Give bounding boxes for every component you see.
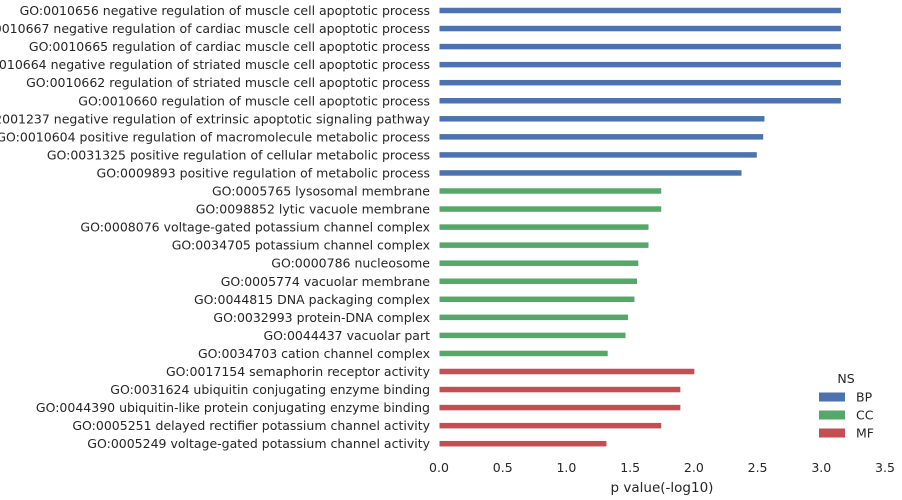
legend-title: NS bbox=[837, 371, 854, 386]
bar-cc bbox=[439, 188, 662, 194]
bar-bp bbox=[439, 98, 841, 104]
x-tick-label: 3.5 bbox=[875, 460, 895, 475]
category-label: GO:0032993 protein-DNA complex bbox=[213, 310, 430, 325]
bar-cc bbox=[439, 242, 649, 248]
category-label: GO:0010667 negative regulation of cardia… bbox=[0, 21, 430, 36]
category-label: GO:0005249 voltage-gated potassium chann… bbox=[87, 436, 430, 451]
x-axis-ticks: 0.0 0.5 1.0 1.5 2.0 2.5 3.0 3.5 bbox=[429, 460, 895, 475]
category-label: GO:0005251 delayed rectifier potassium c… bbox=[72, 418, 430, 433]
category-label: GO:0009893 positive regulation of metabo… bbox=[97, 165, 430, 180]
category-labels: GO:0010656 negative regulation of muscle… bbox=[0, 3, 431, 451]
bar-mf bbox=[439, 386, 681, 393]
bar-bp bbox=[439, 79, 841, 86]
bar-cc bbox=[439, 332, 626, 339]
category-label: GO:0010656 negative regulation of muscle… bbox=[20, 3, 430, 18]
bar-bp bbox=[439, 25, 841, 32]
category-label: GO:0098852 lytic vacuole membrane bbox=[196, 202, 431, 217]
x-tick-label: 1.0 bbox=[556, 460, 576, 475]
bar-mf bbox=[439, 440, 607, 447]
x-tick-label: 3.0 bbox=[811, 460, 831, 475]
category-label: GO:0034705 potassium channel complex bbox=[172, 238, 430, 253]
bar-cc bbox=[439, 314, 629, 321]
category-label: GO:0010662 regulation of striated muscle… bbox=[26, 75, 430, 90]
legend-label-mf: MF bbox=[856, 426, 874, 441]
legend-swatch-cc bbox=[819, 410, 845, 420]
bar-bp bbox=[439, 170, 742, 176]
bars-layer bbox=[439, 7, 841, 447]
category-label: GO:0010664 negative regulation of striat… bbox=[0, 57, 430, 72]
bar-cc bbox=[439, 296, 635, 303]
category-label: GO:0044815 DNA packaging complex bbox=[194, 292, 430, 307]
category-label: GO:0010604 positive regulation of macrom… bbox=[0, 129, 430, 144]
legend-entries: BP CC MF bbox=[819, 390, 874, 441]
x-axis-label: p value(-log10) bbox=[611, 480, 714, 496]
category-label: GO:0031325 positive regulation of cellul… bbox=[47, 147, 430, 162]
category-label: GO:0010660 regulation of muscle cell apo… bbox=[78, 93, 430, 108]
category-label: GO:0034703 cation channel complex bbox=[198, 346, 430, 361]
bar-mf bbox=[439, 404, 681, 411]
legend-label-bp: BP bbox=[856, 390, 873, 405]
bar-cc bbox=[439, 278, 638, 284]
category-label: GO:0000786 nucleosome bbox=[271, 256, 430, 271]
x-tick-label: 1.5 bbox=[620, 460, 640, 475]
bar-mf bbox=[439, 422, 662, 429]
bar-mf bbox=[439, 368, 695, 375]
bar-bp bbox=[439, 116, 765, 122]
bar-bp bbox=[439, 134, 764, 140]
bar-bp bbox=[439, 152, 757, 158]
bar-cc bbox=[439, 224, 649, 230]
legend-label-cc: CC bbox=[856, 408, 874, 423]
category-label: GO:0044437 vacuolar part bbox=[263, 328, 430, 343]
bar-bp bbox=[439, 7, 841, 14]
legend: NS BP CC MF bbox=[819, 371, 874, 441]
category-label: GO:0031624 ubiquitin conjugating enzyme … bbox=[110, 382, 430, 397]
category-label: GO:0005765 lysosomal membrane bbox=[212, 184, 430, 199]
bar-cc bbox=[439, 350, 608, 357]
category-label: GO:0005774 vacuolar membrane bbox=[221, 274, 431, 289]
x-tick-label: 0.5 bbox=[493, 460, 513, 475]
bar-cc bbox=[439, 260, 639, 266]
bar-bp bbox=[439, 61, 841, 68]
x-tick-label: 2.0 bbox=[684, 460, 704, 475]
category-label: GO:0017154 semaphorin receptor activity bbox=[166, 364, 431, 379]
category-label: GO:0044390 ubiquitin-like protein conjug… bbox=[36, 400, 430, 415]
legend-swatch-bp bbox=[819, 392, 845, 402]
category-label: GO:0010665 regulation of cardiac muscle … bbox=[29, 39, 430, 54]
category-label: GO:0008076 voltage-gated potassium chann… bbox=[80, 220, 430, 235]
x-tick-label: 0.0 bbox=[429, 460, 449, 475]
category-label: GO:2001237 negative regulation of extrin… bbox=[0, 111, 431, 126]
x-tick-label: 2.5 bbox=[748, 460, 768, 475]
bar-cc bbox=[439, 206, 662, 212]
bar-bp bbox=[439, 43, 841, 50]
legend-swatch-mf bbox=[819, 428, 845, 438]
